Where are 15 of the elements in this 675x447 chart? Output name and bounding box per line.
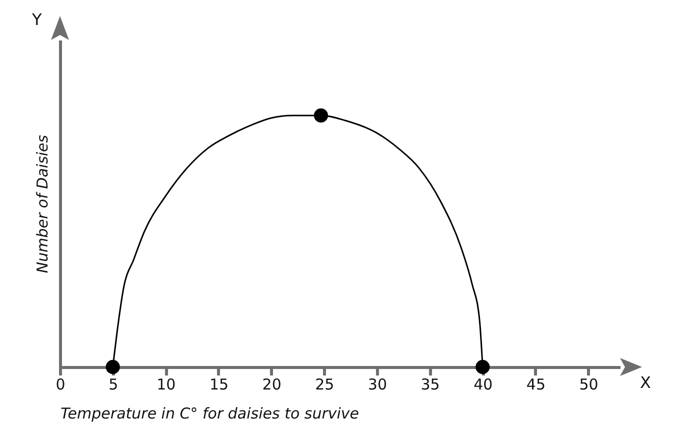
x-tick-label: 25 <box>315 376 334 394</box>
text: Y <box>32 10 42 29</box>
text: X <box>640 373 651 392</box>
x-tick-label: 5 <box>108 376 118 394</box>
x-tick-label: 50 <box>579 376 598 394</box>
y-axis-title: Number of Daisies <box>34 134 52 274</box>
x-tick-label: 0 <box>56 376 66 394</box>
x-tick-label: 30 <box>368 376 388 394</box>
x-tick-label: 40 <box>474 376 493 394</box>
x-axis-title: Temperature in C° for daisies to survive <box>60 404 360 422</box>
x-tick-label: 10 <box>156 376 176 394</box>
x-tick-label: 15 <box>209 376 229 394</box>
x-tick-label: 35 <box>420 376 440 394</box>
x-tick-label: 45 <box>526 376 546 394</box>
x-tick-label: 20 <box>262 376 282 394</box>
